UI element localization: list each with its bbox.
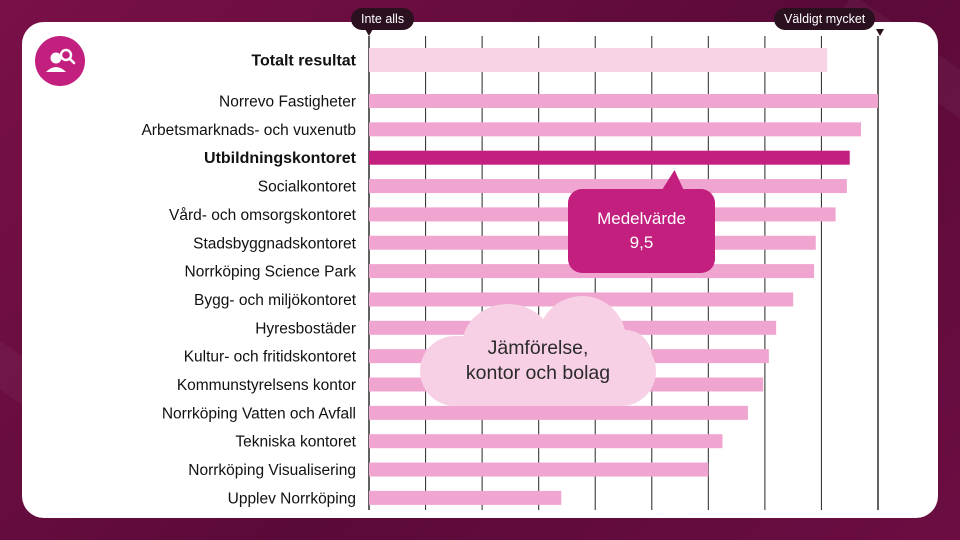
category-label: Utbildningskontoret [204, 150, 357, 167]
category-label: Vård- och omsorgskontoret [169, 207, 357, 224]
comparison-cloud-line-2: kontor och bolag [465, 362, 611, 384]
mean-callout-title: Medelvärde [597, 209, 686, 228]
category-label: Norrköping Visualisering [188, 462, 356, 479]
people-search-icon [35, 36, 85, 86]
category-label: Upplev Norrköping [228, 490, 356, 507]
category-label: Socialkontoret [258, 179, 357, 196]
bar [369, 122, 862, 137]
category-label: Norrköping Vatten och Avfall [162, 405, 356, 422]
category-label: Stadsbyggnadskontoret [193, 235, 357, 252]
category-label: Kommunstyrelsens kontor [177, 377, 356, 394]
category-label: Bygg- och miljökontoret [194, 292, 357, 309]
comparison-cloud: Jämförelse, kontor och bolag [420, 296, 656, 408]
category-label: Tekniska kontoret [235, 434, 356, 451]
bar [369, 94, 878, 108]
comparison-cloud-text: Jämförelse, kontor och bolag [420, 336, 656, 386]
scale-min-pin [365, 29, 373, 36]
category-label: Norrköping Science Park [185, 264, 357, 281]
category-label: Totalt resultat [251, 53, 356, 70]
bar [369, 150, 850, 165]
category-label: Arbetsmarknads- och vuxenutb [141, 122, 356, 139]
bar [369, 179, 847, 194]
bar [369, 490, 562, 505]
category-label: Kultur- och fritidskontoret [184, 349, 357, 366]
category-label: Norrevo Fastigheter [219, 94, 356, 111]
mean-callout-value: 9,5 [629, 233, 654, 252]
mean-callout: Medelvärde 9,5 [568, 189, 715, 273]
bar [369, 434, 723, 449]
bar [369, 48, 828, 72]
scale-max-label: Väldigt mycket [774, 8, 876, 30]
bar [369, 462, 709, 477]
bar [369, 405, 748, 420]
comparison-cloud-line-1: Jämförelse, [487, 337, 589, 359]
category-label: Hyresbostäder [255, 320, 356, 337]
scale-max-pin [876, 29, 884, 36]
scale-min-label: Inte alls [351, 8, 415, 30]
